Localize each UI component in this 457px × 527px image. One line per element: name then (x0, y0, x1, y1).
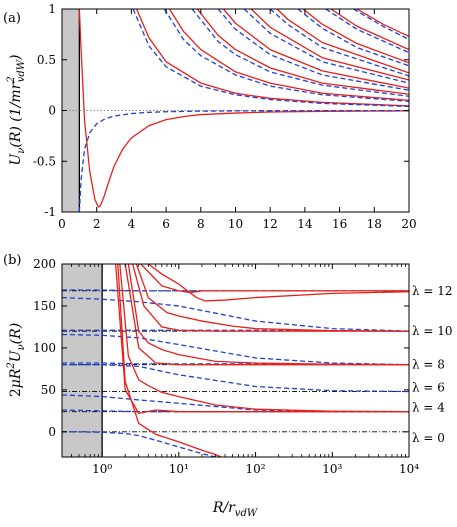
x-tick-label: 10⁰ (92, 462, 112, 476)
solid-series-line (222, 9, 409, 89)
x-tick-label: 10¹ (169, 462, 189, 476)
x-tick-label: 12 (263, 217, 278, 231)
solid-series-line (124, 264, 409, 366)
x-tick-label: 16 (332, 217, 347, 231)
panel-b-y-axis-title: 2μR2Uν(R) (6, 323, 27, 397)
x-tick-label: 0 (58, 217, 66, 231)
solid-series-line (136, 9, 409, 107)
x-tick-label: 20 (401, 217, 416, 231)
dashed-series-line (62, 333, 409, 366)
lambda-label: λ = 10 (412, 324, 453, 338)
x-tick-label: 10² (246, 462, 266, 476)
solid-series-line (356, 9, 409, 37)
y-tick-label: 1 (48, 2, 56, 16)
dashed-series-line (217, 9, 409, 91)
y-tick-label: 0.5 (37, 53, 56, 67)
dashed-series-line (78, 109, 409, 212)
solid-series-line (196, 9, 409, 95)
solid-series-line (250, 9, 409, 81)
solid-series-line (135, 264, 409, 332)
y-tick-label: 200 (33, 257, 56, 271)
dashed-series-line (353, 9, 409, 41)
x-tick-label: 10 (228, 217, 243, 231)
x-tick-label: 2 (93, 217, 101, 231)
dashed-series-line (243, 9, 409, 84)
solid-series-line (127, 264, 409, 366)
y-tick-label: -0.5 (33, 154, 56, 168)
dashed-series-line (132, 9, 409, 108)
solid-series-line (147, 264, 409, 302)
x-tick-label: 18 (367, 217, 382, 231)
lambda-label: λ = 8 (412, 358, 445, 372)
x-tick-label: 6 (162, 217, 170, 231)
solid-series-line (302, 9, 409, 64)
lambda-label: λ = 12 (412, 284, 453, 298)
panel-b-curves (62, 264, 409, 457)
y-tick-label: 50 (41, 383, 56, 397)
panel-b-x-axis-title: R/rvdW (212, 500, 258, 519)
panel-b-frame (61, 263, 410, 458)
solid-series-line (169, 9, 409, 101)
dashed-series-line (191, 9, 409, 97)
y-tick-label: -1 (44, 205, 56, 219)
x-tick-label: 8 (197, 217, 205, 231)
solid-series-line (117, 264, 223, 457)
panel-a-curves (78, 9, 409, 212)
x-tick-label: 10⁴ (399, 462, 419, 476)
panel-b-lambda-labels: λ = 0 λ = 4 λ = 6 λ = 8 λ = 10 λ = 12 (412, 284, 453, 445)
dashed-series-line (62, 296, 409, 332)
dashed-series-line (62, 431, 220, 457)
y-tick-label: 0 (48, 104, 56, 118)
solid-series-line (330, 9, 409, 51)
solid-series-line (276, 9, 409, 74)
panel-b-label: (b) (3, 253, 21, 268)
panel-a-ticks: 0 2 4 6 8 10 12 14 16 18 20 -1 -0.5 0 0.5 1 (33, 2, 417, 231)
panel-a-y-axis-title: Uν(R) (1/mr2vdW) (6, 54, 27, 165)
dashed-series-line (163, 9, 409, 103)
lambda-label: λ = 4 (412, 401, 445, 415)
y-tick-label: 100 (33, 341, 56, 355)
x-tick-label: 4 (128, 217, 136, 231)
y-tick-label: 150 (33, 299, 56, 313)
x-tick-label: 14 (297, 217, 313, 231)
dashed-series-line (297, 9, 409, 67)
dashed-series-line (269, 9, 409, 77)
dashed-series-line (62, 394, 409, 413)
dashed-series-line (325, 9, 409, 54)
solid-series-line (78, 9, 409, 208)
lambda-label: λ = 6 (412, 381, 445, 395)
dashed-series-line (62, 362, 409, 366)
lambda-label: λ = 0 (412, 431, 445, 445)
solid-series-line (132, 264, 409, 332)
x-tick-label: 10³ (322, 462, 342, 476)
panel-a-label: (a) (3, 11, 21, 26)
y-tick-label: 0 (48, 425, 56, 439)
shaded-wall-region (62, 264, 103, 457)
dashed-series-line (62, 364, 409, 393)
solid-series-line (114, 264, 409, 415)
solid-series-line (119, 264, 409, 413)
panel-b-ticks: 10⁰ 10¹ 10² 10³ 10⁴ 0 50 100 150 200 (33, 257, 419, 476)
panel-a: (a) 0 2 4 6 8 10 12 14 16 18 20 -1 -0.5 0 0.5 1 Uν(R) (… (3, 2, 417, 231)
solid-series-line (140, 264, 409, 294)
